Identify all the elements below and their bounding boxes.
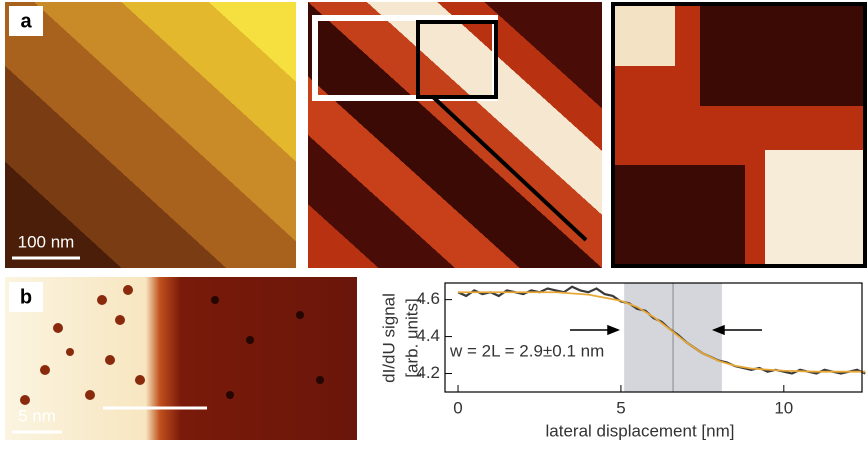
region	[700, 6, 863, 106]
y-axis-label: [arb. units]	[402, 298, 421, 377]
x-axis-label: lateral displacement [nm]	[546, 421, 735, 440]
region	[615, 6, 675, 66]
x-tick-label: 0	[453, 398, 462, 417]
stm-image	[5, 2, 296, 268]
annotation: w = 2L = 2.9±0.1 nm	[449, 341, 604, 360]
region	[765, 150, 863, 264]
region	[615, 165, 745, 264]
y-axis-label: dI/dU signal	[379, 293, 398, 383]
x-tick-label: 10	[774, 398, 793, 417]
stm-image	[5, 277, 357, 440]
x-tick-label: 5	[616, 398, 625, 417]
figure: a 100 nm b 5 nm 4.24.44.60510 dI/dU sign…	[0, 0, 867, 445]
scale-label: 100 nm	[18, 232, 75, 251]
panel-label: b	[20, 286, 32, 308]
scale-label: 5 nm	[18, 406, 56, 425]
panel-label: a	[20, 10, 32, 32]
stm-image	[308, 2, 602, 268]
